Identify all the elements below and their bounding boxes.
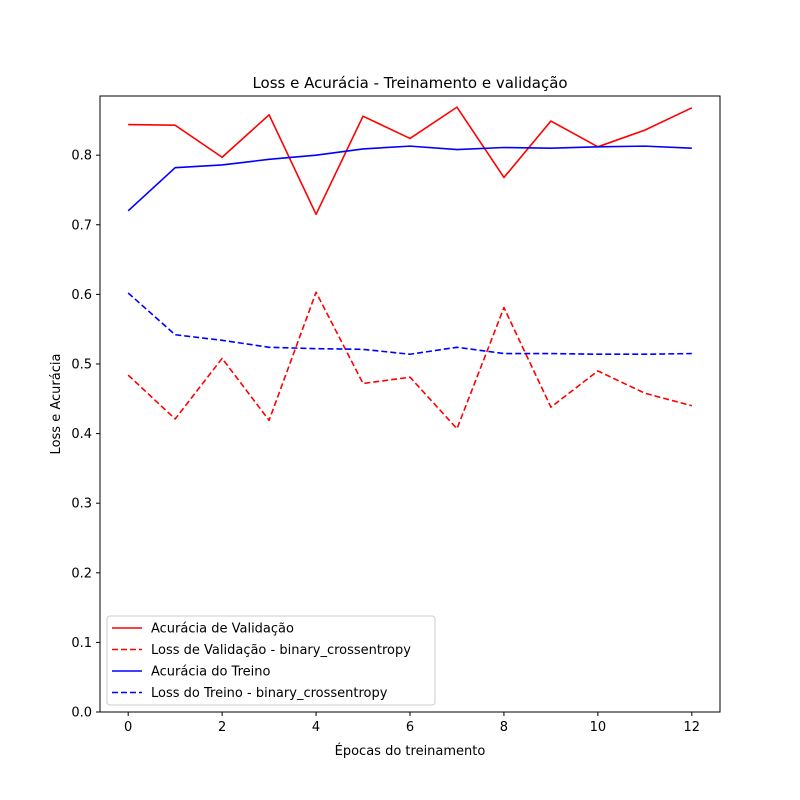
y-tick-label: 0.3 [71,497,92,512]
y-tick-label: 0.8 [71,149,92,164]
y-tick-label: 0.6 [71,288,92,303]
y-tick-label: 0.7 [71,218,92,233]
x-tick-label: 2 [218,720,226,735]
x-tick-label: 8 [500,720,508,735]
y-tick-label: 0.1 [71,636,92,651]
chart-title: Loss e Acurácia - Treinamento e validaçã… [252,74,567,92]
y-tick-label: 0.4 [71,427,92,442]
y-tick-label: 0.5 [71,357,92,372]
x-tick-label: 12 [684,720,701,735]
y-tick-label: 0.0 [71,706,92,721]
y-tick-label: 0.2 [71,566,92,581]
x-tick-label: 10 [590,720,607,735]
legend-label: Acurácia do Treino [151,665,270,680]
y-axis-label: Loss e Acurácia [49,354,64,455]
legend-label: Loss de Validação - binary_crossentropy [151,643,411,658]
x-tick-label: 4 [312,720,320,735]
legend: Acurácia de Validação Loss de Validação -… [107,616,435,705]
legend-label: Acurácia de Validação [151,622,294,637]
legend-label: Loss do Treino - binary_crossentropy [151,686,388,701]
x-tick-label: 0 [124,720,132,735]
x-axis-label: Épocas do treinamento [335,743,486,759]
x-tick-label: 6 [406,720,414,735]
